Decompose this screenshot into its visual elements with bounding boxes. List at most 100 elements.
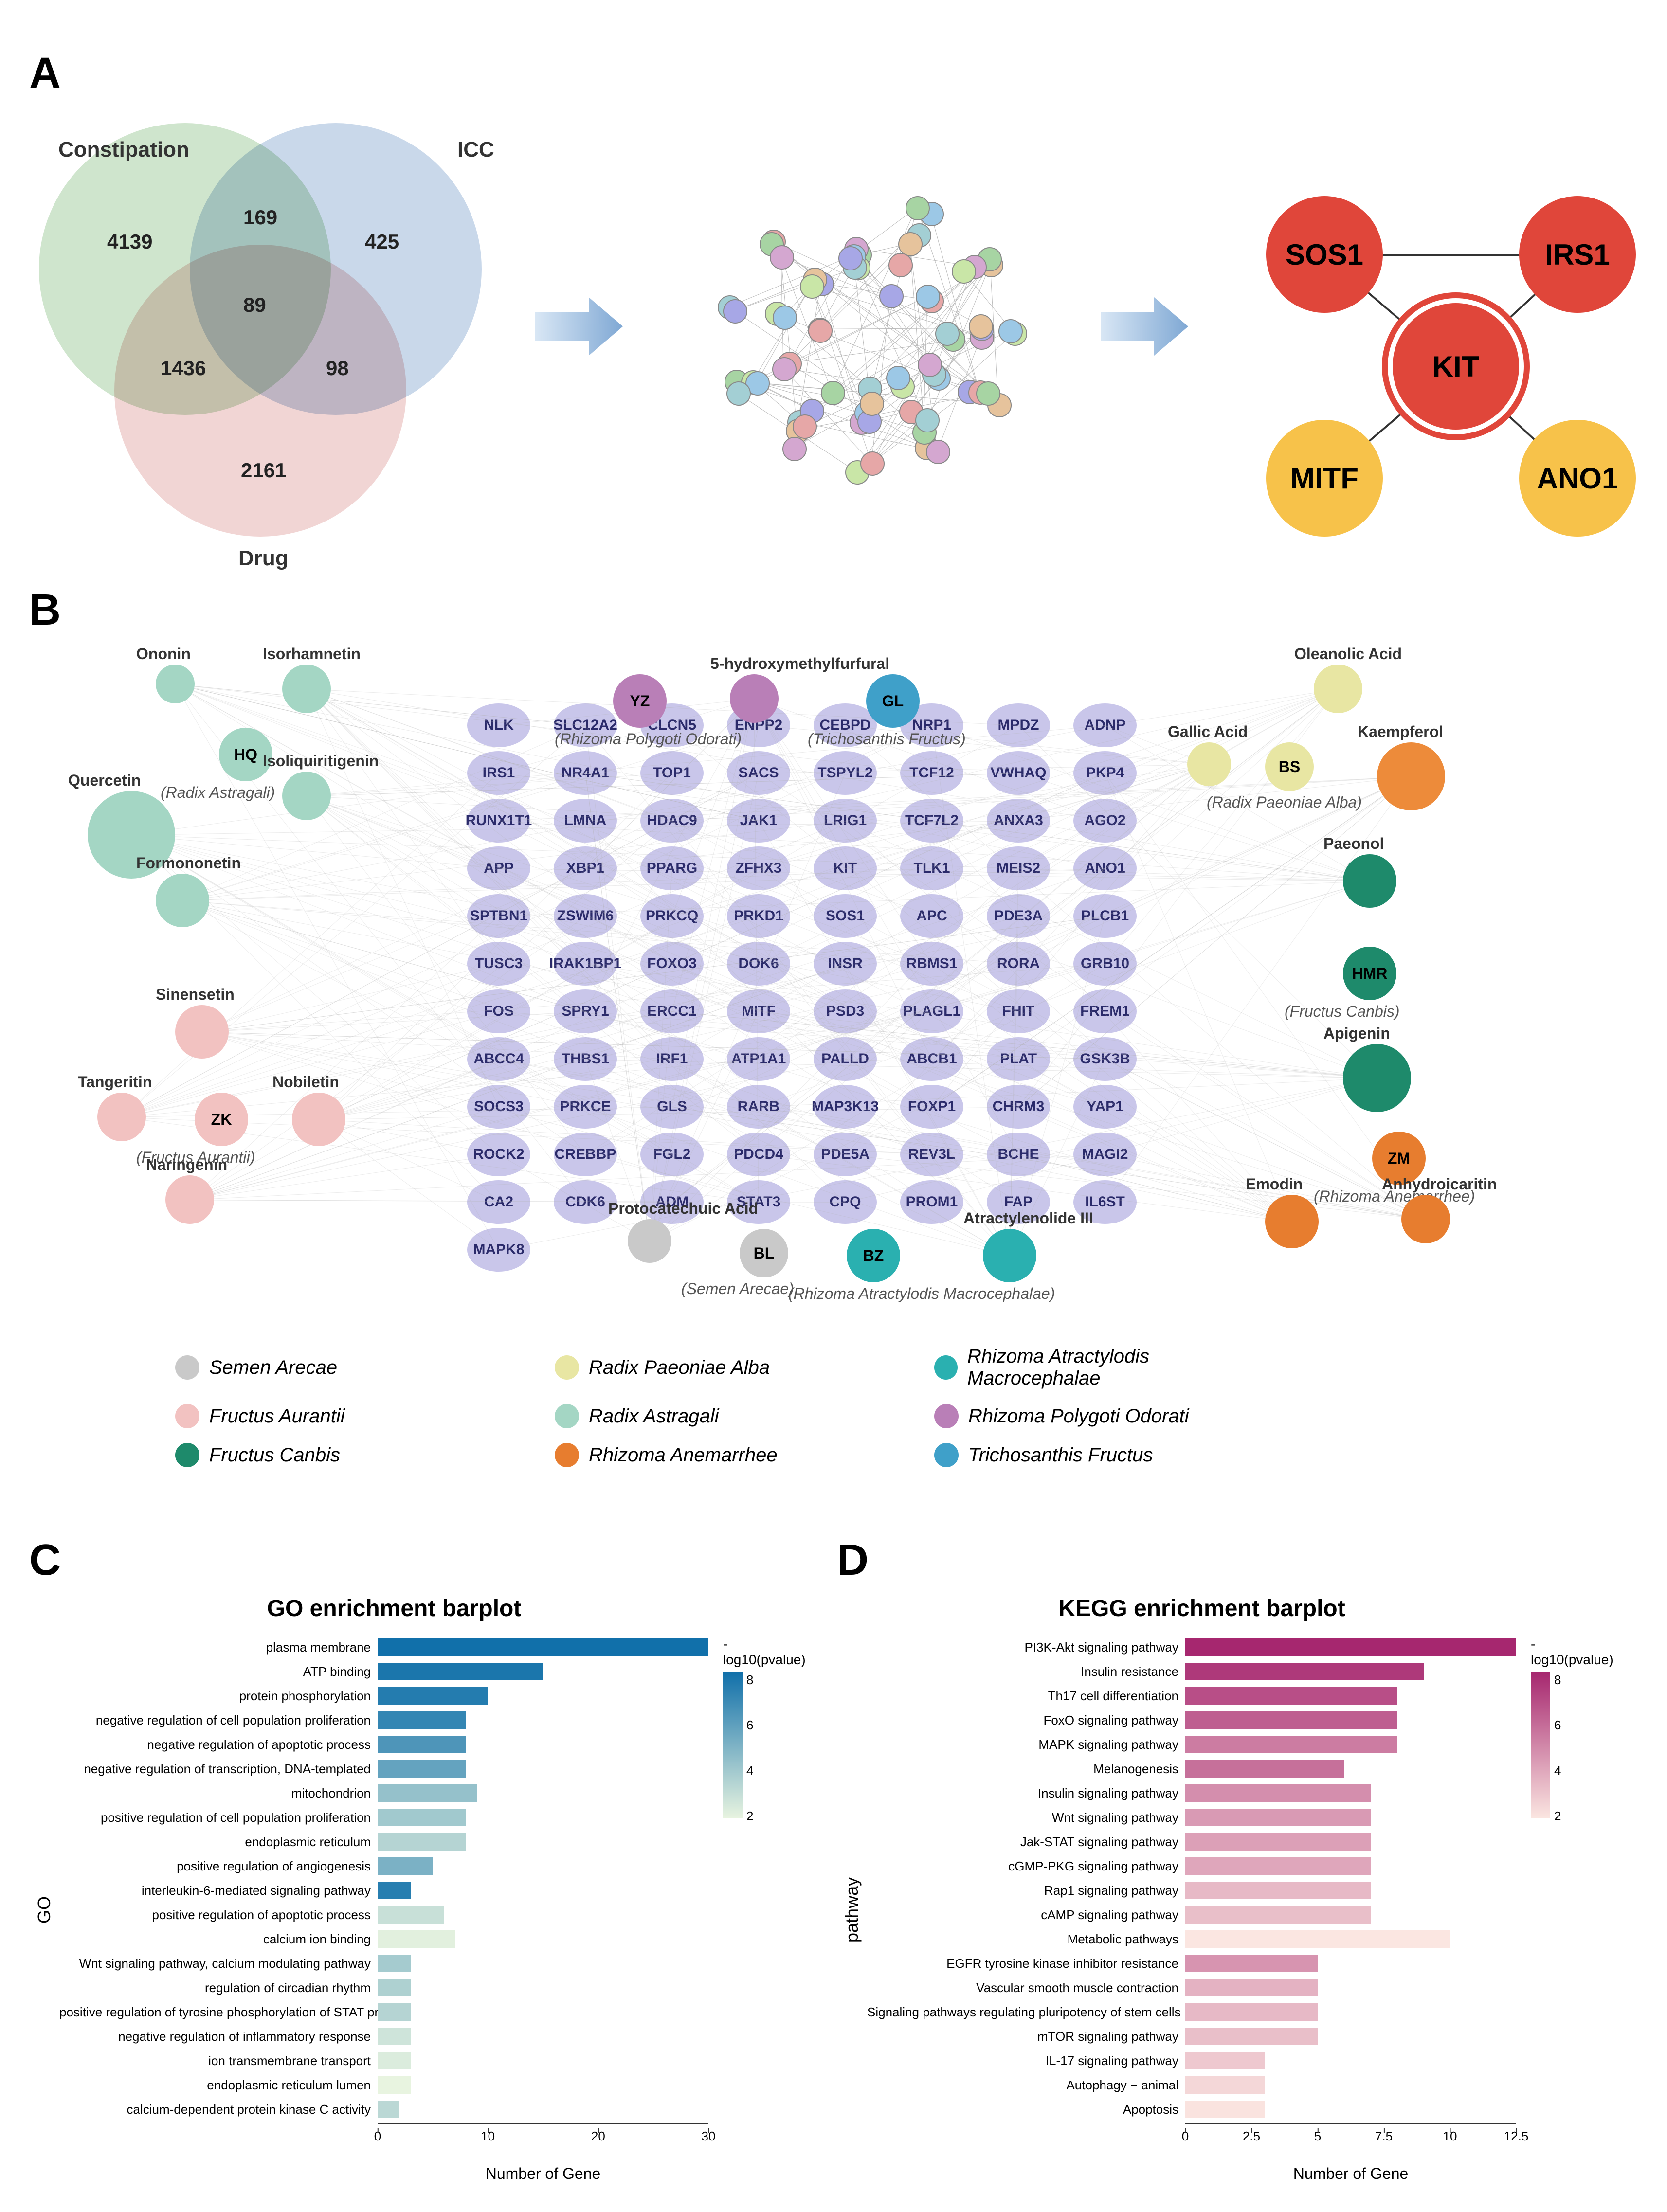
compound-node — [1314, 665, 1362, 713]
x-tick: 2.5 — [1243, 2129, 1260, 2144]
compound-label: Protocatechuic Acid — [608, 1200, 758, 1218]
bar-rect — [378, 1638, 708, 1656]
compound-node — [1187, 742, 1231, 786]
compound-label: Formononetin — [136, 854, 241, 872]
colorbar-tick: 8 — [1554, 1672, 1561, 1688]
bar-rect — [378, 2052, 411, 2069]
arrow-icon — [1101, 292, 1188, 363]
bar-row: cGMP-PKG signaling pathway — [867, 1855, 1516, 1877]
bar-category: Melanogenesis — [867, 1762, 1185, 1777]
bar-rect — [1185, 1638, 1516, 1656]
legend-item: Radix Astragali — [555, 1404, 895, 1428]
bar-category: cAMP signaling pathway — [867, 1907, 1185, 1923]
legend-swatch — [175, 1355, 199, 1380]
compound-node — [1265, 1195, 1319, 1248]
bar-rect — [1185, 1663, 1424, 1680]
venn-set-label: Drug — [238, 546, 289, 571]
herb-node: GL — [866, 674, 920, 728]
ppi-edge — [734, 267, 858, 311]
ppi-node — [821, 381, 845, 405]
hub-node: IRS1 — [1519, 196, 1636, 313]
ppi-node — [782, 437, 807, 461]
bar-category: Wnt signaling pathway — [867, 1810, 1185, 1825]
hub-node: MITF — [1266, 420, 1383, 537]
compound-node — [1401, 1195, 1450, 1243]
bar-category: positive regulation of apoptotic process — [59, 1907, 378, 1923]
panel-c: C GO enrichment barplotGOplasma membrane… — [29, 1516, 759, 2183]
bar-category: endoplasmic reticulum — [59, 1834, 378, 1850]
ppi-node — [860, 451, 885, 476]
bar-category: Insulin signaling pathway — [867, 1786, 1185, 1801]
bar-row: negative regulation of transcription, DN… — [59, 1758, 708, 1780]
kegg-barplot: KEGG enrichment barplotpathwayPI3K-Akt s… — [837, 1595, 1567, 2183]
x-axis-label: Number of Gene — [378, 2165, 708, 2183]
bar-category: calcium ion binding — [59, 1932, 378, 1947]
venn-count: 425 — [365, 230, 399, 253]
bar-rect — [1185, 1784, 1371, 1802]
panel-b: NLKSLC12A2CLCN5ENPP2CEBPDNRP1MPDZADNPIRS… — [29, 645, 1638, 1467]
bar-category: positive regulation of angiogenesis — [59, 1859, 378, 1874]
bar-category: endoplasmic reticulum lumen — [59, 2078, 378, 2093]
venn-diagram: Constipation4139ICC425Drug21611698914369… — [29, 108, 516, 546]
figure-root: A Constipation4139ICC425Drug216116989143… — [0, 0, 1667, 2212]
compound-label: Nobiletin — [272, 1073, 339, 1091]
bar-rect — [1185, 1906, 1371, 1924]
bar-rect — [378, 1736, 466, 1753]
herb-label: (Trichosanthis Fructus) — [808, 730, 966, 748]
legend-text: Fructus Canbis — [209, 1444, 340, 1466]
panel-cd-row: C GO enrichment barplotGOplasma membrane… — [29, 1516, 1638, 2183]
bar-category: negative regulation of apoptotic process — [59, 1737, 378, 1752]
legend-item: Rhizoma Anemarrhee — [555, 1443, 895, 1467]
compound-label: Anhydroicaritin — [1382, 1175, 1497, 1193]
bar-category: regulation of circadian rhythm — [59, 1980, 378, 1996]
x-axis-label: Number of Gene — [1185, 2165, 1516, 2183]
compound-label: Isorhamnetin — [263, 645, 361, 663]
compound-label: Atractylenolide III — [963, 1209, 1093, 1227]
bar-rect — [1185, 2028, 1318, 2045]
bar-category: Apoptosis — [867, 2102, 1185, 2117]
bar-category: FoxO signaling pathway — [867, 1713, 1185, 1728]
bar-rect — [378, 1711, 466, 1729]
legend-text: Rhizoma Atractylodis Macrocephalae — [967, 1346, 1275, 1389]
bar-rect — [378, 1833, 466, 1851]
hub-network: KITSOS1IRS1MITFANO1 — [1208, 157, 1646, 498]
ppi-node — [860, 392, 884, 416]
herb-label: (Rhizoma Polygoti Odorati) — [555, 730, 742, 748]
bar-category: cGMP-PKG signaling pathway — [867, 1859, 1185, 1874]
bar-rect — [1185, 1760, 1344, 1778]
bar-category: MAPK signaling pathway — [867, 1737, 1185, 1752]
bar-rect — [1185, 2052, 1265, 2069]
hub-node: SOS1 — [1266, 196, 1383, 313]
bar-row: cAMP signaling pathway — [867, 1904, 1516, 1925]
compound-node — [156, 874, 209, 927]
x-tick: 5 — [1314, 2129, 1321, 2144]
ppi-node — [726, 381, 751, 406]
bar-row: Insulin signaling pathway — [867, 1782, 1516, 1804]
bar-row: calcium ion binding — [59, 1928, 708, 1950]
compound-node — [983, 1229, 1036, 1282]
colorbar-tick: 8 — [746, 1672, 753, 1688]
compound-node — [165, 1175, 214, 1224]
legend-item: Fructus Aurantii — [175, 1404, 516, 1428]
legend-swatch — [175, 1404, 199, 1428]
ppi-network — [642, 157, 1081, 498]
bar-row: ion transmembrane transport — [59, 2050, 708, 2071]
bar-category: Rap1 signaling pathway — [867, 1883, 1185, 1898]
panel-c-label: C — [29, 1535, 759, 1585]
x-tick: 10 — [481, 2129, 495, 2144]
bar-rect — [1185, 1857, 1371, 1875]
ppi-node — [906, 196, 930, 220]
network-edge — [202, 964, 499, 1032]
compound-label: Paeonol — [1323, 835, 1384, 853]
compound-label: Sinensetin — [156, 986, 235, 1004]
bar-row: positive regulation of apoptotic process — [59, 1904, 708, 1925]
colorbar-title: -log10(pvalue) — [723, 1637, 781, 1668]
ppi-edge — [821, 283, 931, 301]
bar-category: negative regulation of inflammatory resp… — [59, 2029, 378, 2044]
compound-node — [1377, 742, 1445, 810]
bar-rect — [1185, 1930, 1450, 1948]
bar-category: negative regulation of transcription, DN… — [59, 1762, 378, 1777]
legend-swatch — [934, 1404, 959, 1428]
venn-intersection: 98 — [326, 357, 349, 380]
bar-rect — [1185, 1882, 1371, 1899]
